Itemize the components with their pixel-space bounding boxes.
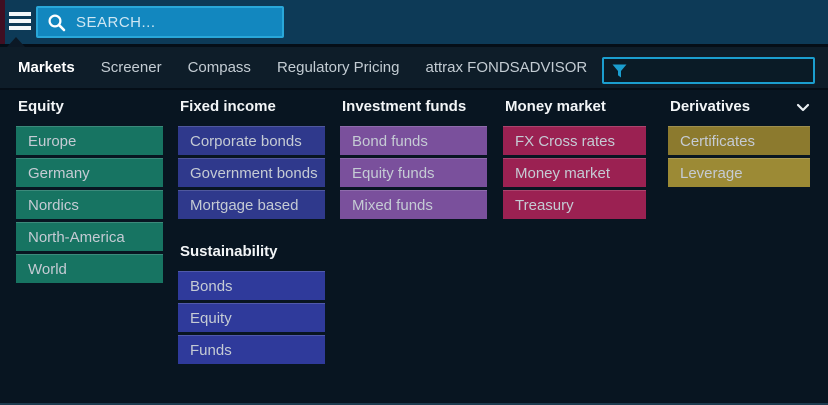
- menu-item-world[interactable]: World: [16, 254, 163, 283]
- tab-compass[interactable]: Compass: [187, 59, 251, 76]
- filter-input[interactable]: [634, 61, 813, 80]
- menu-item-corporate-bonds[interactable]: Corporate bonds: [178, 126, 325, 155]
- column-title-fixed-income: Fixed income: [180, 98, 276, 115]
- tab-screener[interactable]: Screener: [100, 59, 162, 76]
- menu-item-certificates[interactable]: Certificates: [668, 126, 810, 155]
- top-bar: [0, 0, 828, 44]
- search-box[interactable]: [36, 6, 284, 38]
- menu-item-fx-cross-rates[interactable]: FX Cross rates: [503, 126, 646, 155]
- search-icon: [48, 13, 66, 31]
- filter-icon: [612, 64, 627, 77]
- window-bottom-edge: [0, 403, 828, 405]
- menu-item-mixed-funds[interactable]: Mixed funds: [340, 190, 487, 219]
- menu-item-nordics[interactable]: Nordics: [16, 190, 163, 219]
- nav-tabs-bar: Markets Screener Compass Regulatory Pric…: [0, 47, 828, 88]
- menu-pointer-arrow: [7, 37, 25, 47]
- menu-item-leverage[interactable]: Leverage: [668, 158, 810, 187]
- tab-regulatory-pricing[interactable]: Regulatory Pricing: [276, 59, 400, 76]
- menu-column-equity: Equity Europe Germany Nordics North-Amer…: [16, 90, 163, 286]
- menu-column-derivatives: Derivatives Certificates Leverage: [668, 90, 810, 190]
- column-title-money-market: Money market: [505, 98, 606, 115]
- menu-item-sustainability-funds[interactable]: Funds: [178, 335, 325, 364]
- menu-item-germany[interactable]: Germany: [16, 158, 163, 187]
- column-title-investment-funds: Investment funds: [342, 98, 467, 115]
- menu-item-sustainability-equity[interactable]: Equity: [178, 303, 325, 332]
- menu-item-north-america[interactable]: North-America: [16, 222, 163, 251]
- collapse-chevron-down-icon[interactable]: [796, 103, 810, 112]
- menu-column-investment-funds: Investment funds Bond funds Equity funds…: [340, 90, 487, 222]
- topbar-divider: [0, 44, 828, 47]
- accent-strip: [0, 0, 5, 44]
- search-input[interactable]: [74, 12, 282, 32]
- column-title-sustainability: Sustainability: [180, 243, 278, 260]
- menu-item-europe[interactable]: Europe: [16, 126, 163, 155]
- menu-item-mortgage-based[interactable]: Mortgage based: [178, 190, 325, 219]
- menu-item-equity-funds[interactable]: Equity funds: [340, 158, 487, 187]
- nav-divider: [0, 88, 828, 90]
- menu-item-government-bonds[interactable]: Government bonds: [178, 158, 325, 187]
- menu-item-bond-funds[interactable]: Bond funds: [340, 126, 487, 155]
- tab-attrax-fondsadvisor[interactable]: attrax FONDSADVISOR: [425, 59, 588, 76]
- filter-box[interactable]: [602, 57, 815, 84]
- menu-column-fixed-income: Fixed income Corporate bonds Government …: [178, 90, 325, 367]
- hamburger-icon: [9, 12, 31, 16]
- menu-column-money-market: Money market FX Cross rates Money market…: [503, 90, 646, 222]
- column-title-derivatives: Derivatives: [670, 97, 810, 117]
- tab-markets[interactable]: Markets: [18, 59, 75, 76]
- column-title-equity: Equity: [18, 98, 64, 115]
- menu-item-sustainability-bonds[interactable]: Bonds: [178, 271, 325, 300]
- menu-item-treasury[interactable]: Treasury: [503, 190, 646, 219]
- hamburger-menu-button[interactable]: [9, 12, 33, 32]
- markets-mega-menu: Equity Europe Germany Nordics North-Amer…: [0, 90, 828, 405]
- menu-item-money-market[interactable]: Money market: [503, 158, 646, 187]
